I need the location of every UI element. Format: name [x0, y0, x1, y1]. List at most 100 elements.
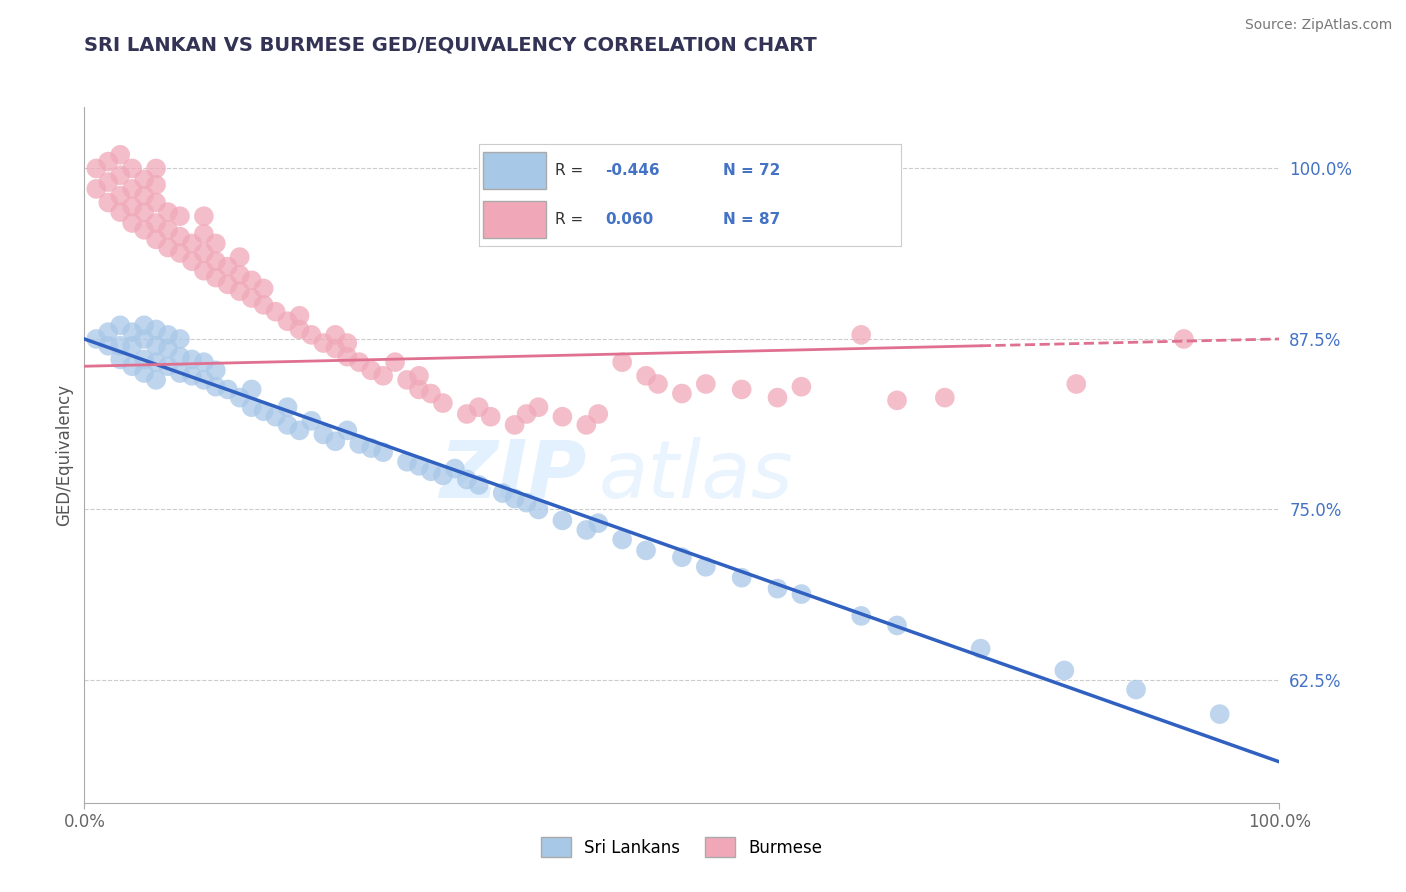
Point [228, 250, 252, 264]
Point [432, 396, 454, 410]
Y-axis label: GED/Equivalency: GED/Equivalency [55, 384, 73, 526]
Point [217, 277, 239, 292]
Text: atlas: atlas [599, 437, 793, 515]
Text: 0.060: 0.060 [606, 212, 654, 227]
Point [396, 455, 419, 469]
Point [145, 322, 167, 336]
Point [503, 491, 526, 506]
Point [766, 391, 789, 405]
Point [492, 486, 515, 500]
Point [217, 260, 239, 274]
Point [157, 205, 180, 219]
Point [240, 273, 263, 287]
Point [84, 182, 107, 196]
Point [110, 168, 132, 182]
Point [1173, 332, 1195, 346]
Point [671, 386, 693, 401]
Legend: Sri Lankans, Burmese: Sri Lankans, Burmese [534, 830, 830, 864]
Point [456, 407, 478, 421]
Point [323, 342, 346, 356]
Point [169, 332, 191, 346]
Point [336, 423, 359, 437]
Point [169, 246, 191, 260]
Point [110, 205, 132, 219]
Point [276, 417, 298, 432]
Point [121, 339, 143, 353]
Point [647, 376, 669, 391]
Point [276, 314, 298, 328]
Point [695, 376, 717, 391]
Point [169, 350, 191, 364]
Point [384, 355, 406, 369]
Point [110, 318, 132, 333]
Point [527, 400, 550, 414]
Point [1125, 682, 1147, 697]
Point [97, 154, 120, 169]
Point [253, 404, 276, 418]
Point [515, 496, 537, 510]
Point [217, 383, 239, 397]
Point [121, 359, 143, 374]
Point [132, 366, 156, 380]
Point [695, 559, 717, 574]
Point [97, 339, 120, 353]
Point [132, 172, 156, 186]
Point [790, 587, 813, 601]
Point [419, 464, 441, 478]
Point [84, 332, 107, 346]
Point [132, 205, 156, 219]
Point [205, 380, 228, 394]
Point [301, 414, 323, 428]
Point [193, 209, 215, 223]
Point [349, 355, 371, 369]
Text: ZIP: ZIP [439, 437, 586, 515]
Point [610, 533, 633, 547]
Point [180, 368, 202, 383]
Point [503, 417, 526, 432]
Point [396, 373, 419, 387]
Point [467, 478, 491, 492]
Point [132, 223, 156, 237]
Point [132, 332, 156, 346]
Point [323, 434, 346, 449]
Point [145, 232, 167, 246]
Point [790, 380, 813, 394]
Point [121, 200, 143, 214]
Point [121, 161, 143, 176]
Point [193, 355, 215, 369]
Point [731, 571, 754, 585]
Point [1053, 664, 1076, 678]
Point [408, 368, 430, 383]
Point [1066, 376, 1088, 391]
Point [312, 336, 335, 351]
Point [253, 298, 276, 312]
Point [240, 291, 263, 305]
Point [145, 216, 167, 230]
Point [371, 368, 394, 383]
Point [193, 246, 215, 260]
Point [264, 409, 287, 424]
Point [193, 264, 215, 278]
Point [886, 393, 908, 408]
Point [1208, 707, 1230, 722]
FancyBboxPatch shape [484, 201, 547, 238]
Point [610, 355, 633, 369]
Point [169, 209, 191, 223]
Point [253, 281, 276, 295]
Point [205, 236, 228, 251]
Point [97, 325, 120, 339]
Point [157, 359, 180, 374]
Point [240, 383, 263, 397]
Point [349, 437, 371, 451]
Point [157, 327, 180, 342]
Point [336, 336, 359, 351]
Point [408, 458, 430, 473]
Point [110, 148, 132, 162]
Text: Source: ZipAtlas.com: Source: ZipAtlas.com [1244, 18, 1392, 32]
Text: N = 72: N = 72 [724, 162, 780, 178]
Point [169, 229, 191, 244]
Text: R =: R = [554, 212, 593, 227]
Point [671, 550, 693, 565]
Point [360, 363, 382, 377]
Point [145, 195, 167, 210]
